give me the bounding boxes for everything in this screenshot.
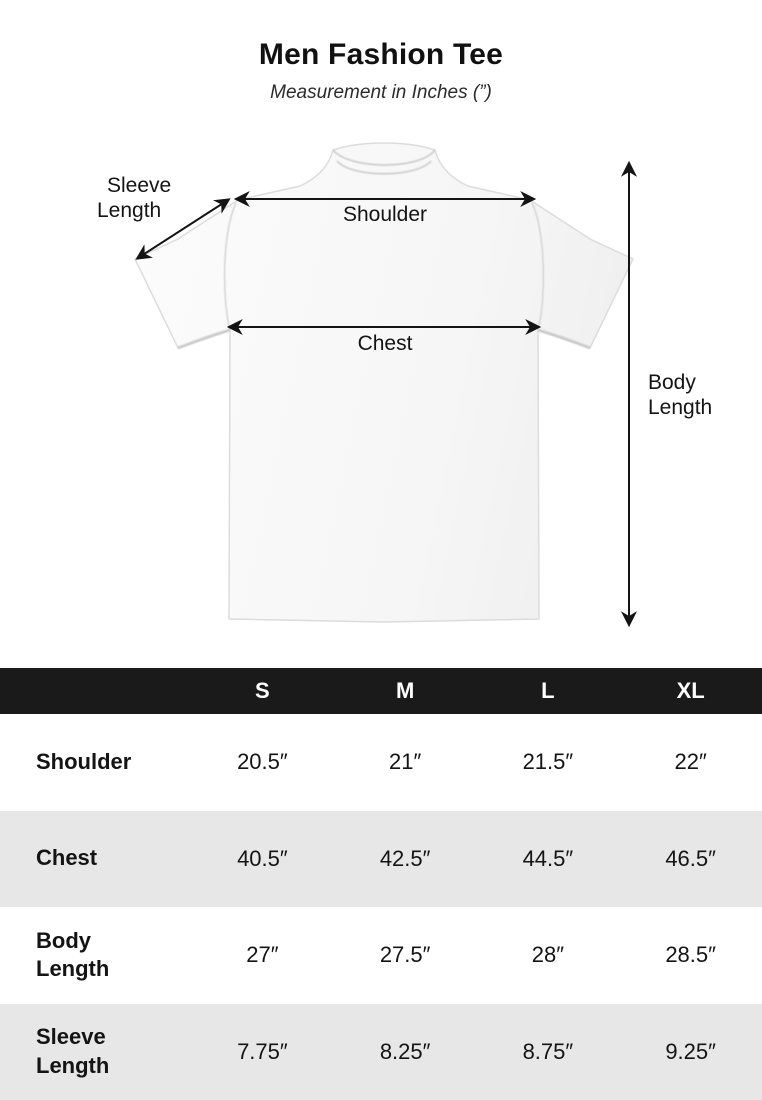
svg-text:Length: Length — [648, 396, 712, 419]
svg-text:Body: Body — [648, 371, 696, 394]
svg-text:Sleeve: Sleeve — [107, 174, 171, 197]
svg-text:Shoulder: Shoulder — [343, 203, 427, 226]
svg-text:Chest: Chest — [358, 332, 413, 355]
svg-text:Length: Length — [97, 199, 161, 222]
